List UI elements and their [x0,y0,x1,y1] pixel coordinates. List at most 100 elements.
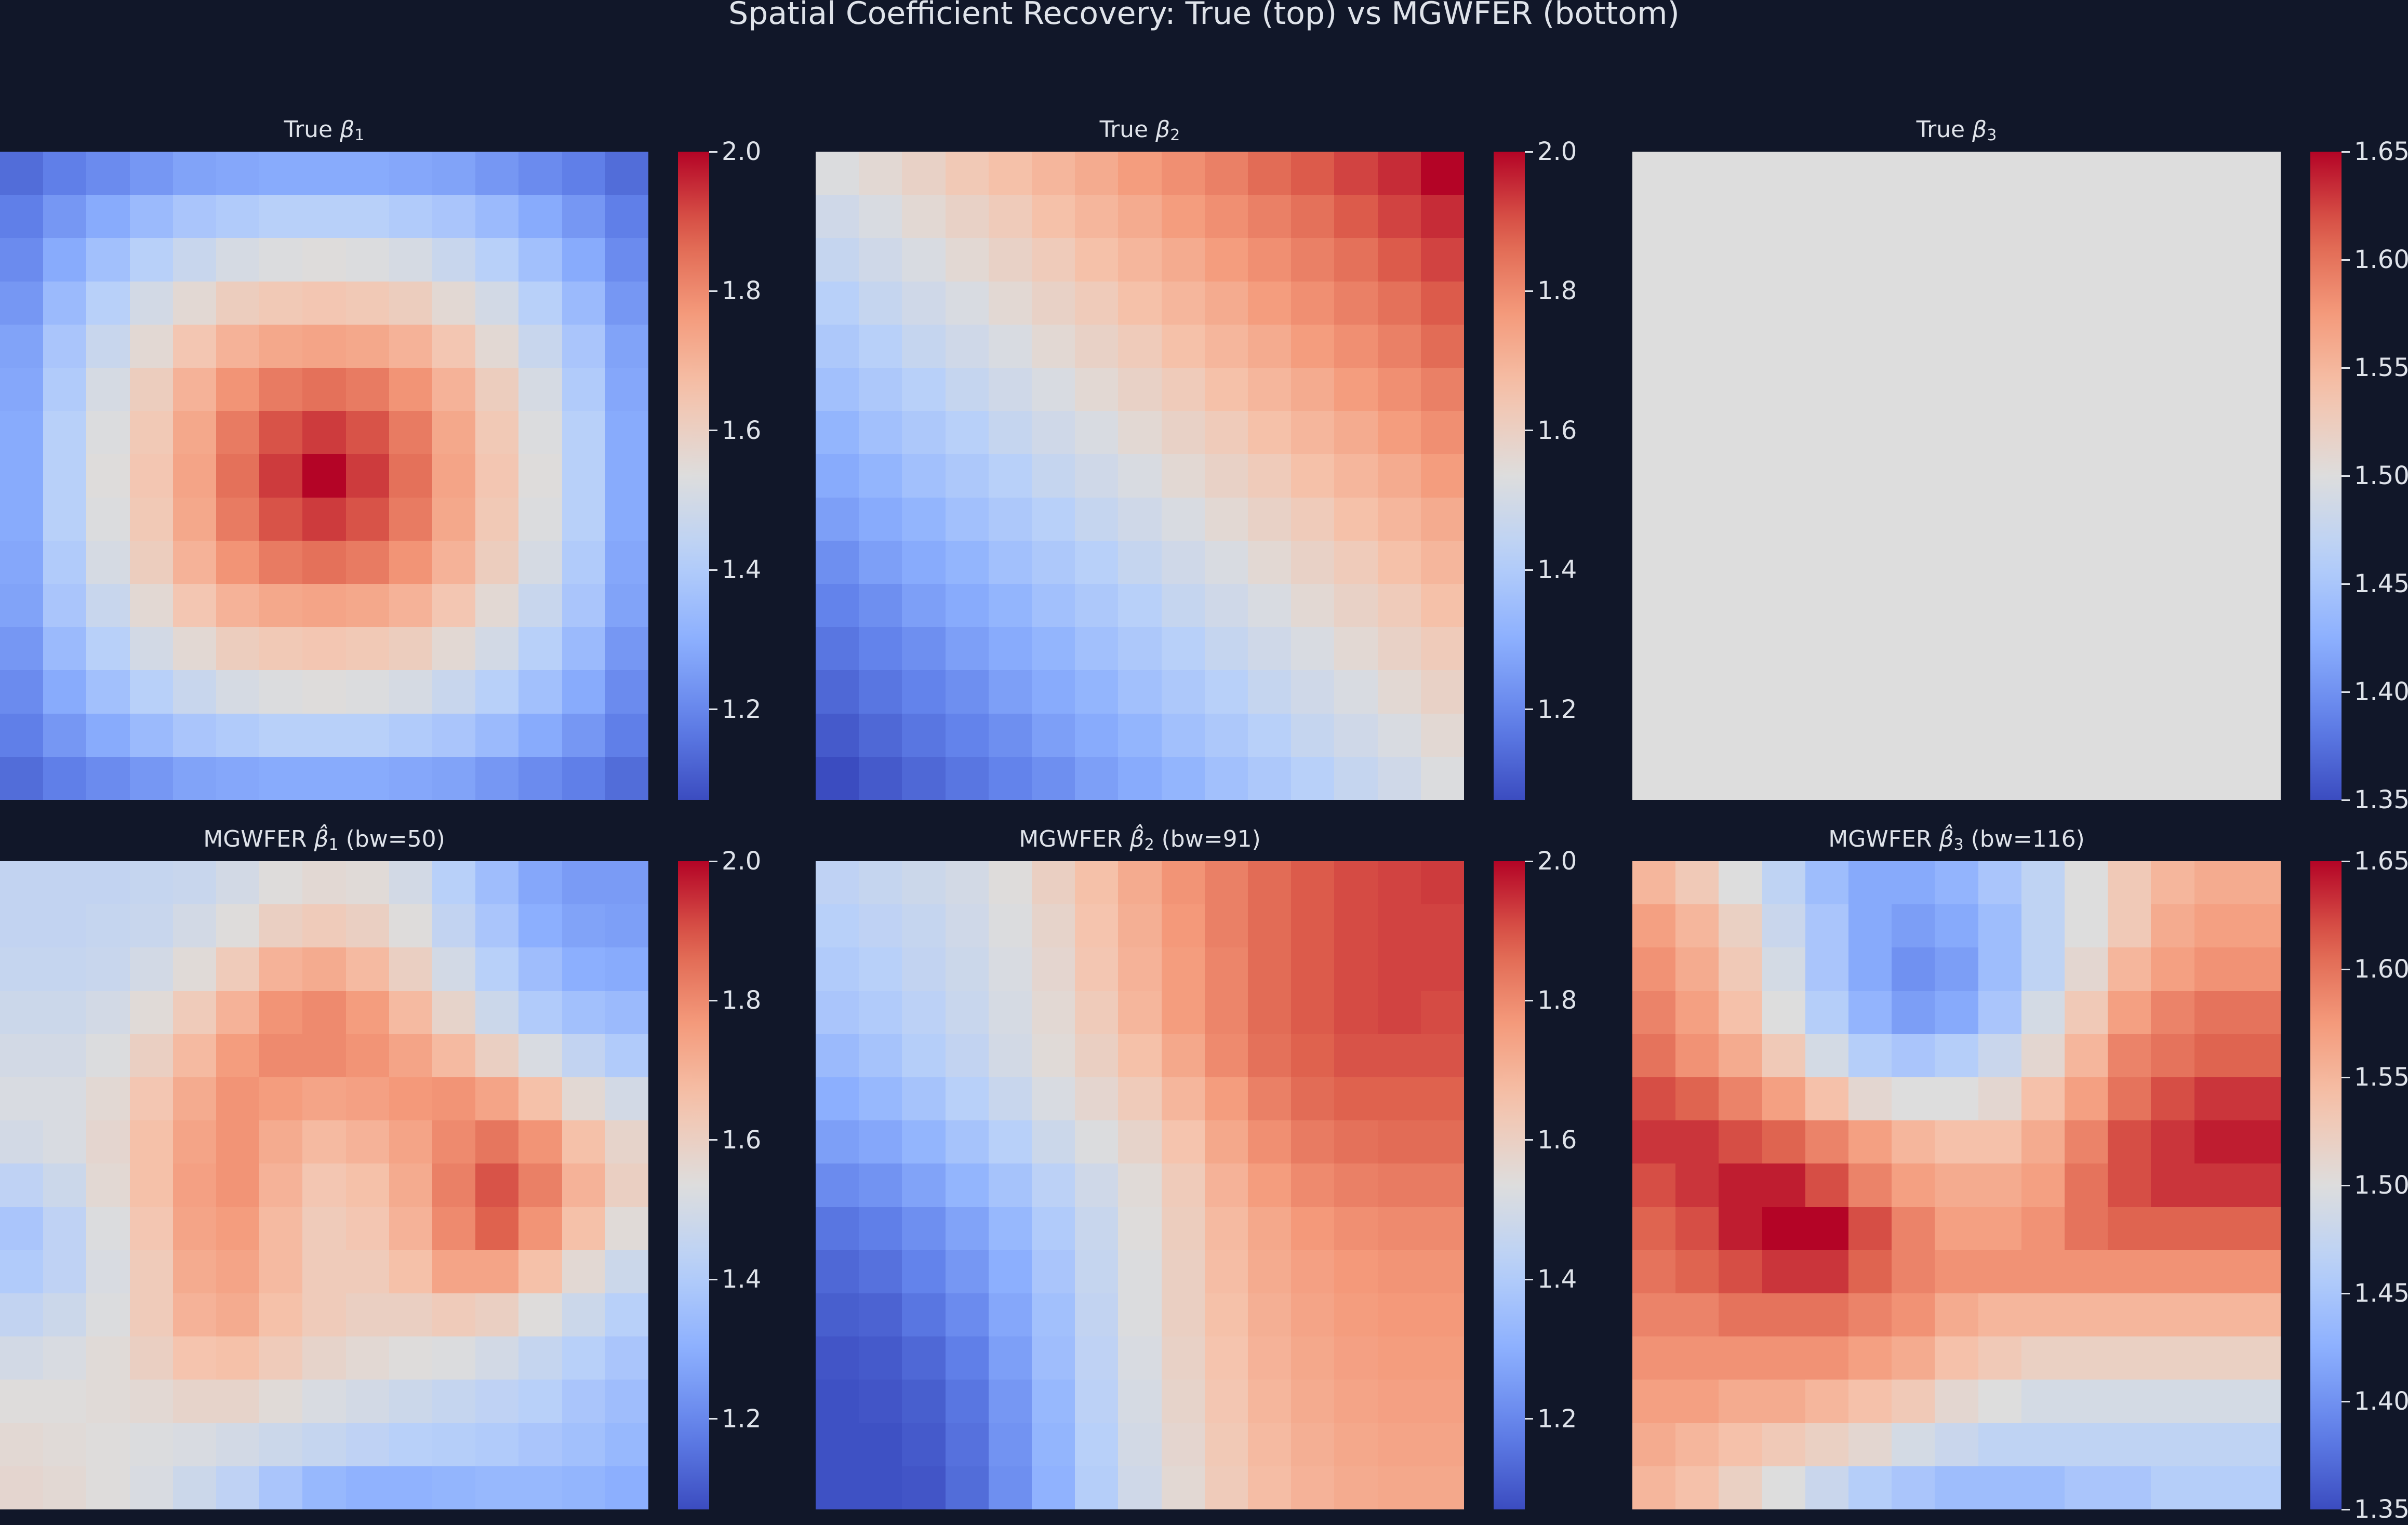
heatmap-cell [1161,1120,1205,1164]
heatmap-cell [86,1120,130,1164]
heatmap-cell [1377,1466,1421,1509]
heatmap-cell [1031,1120,1075,1164]
heatmap-cell [1377,1250,1421,1293]
heatmap-cell [988,583,1032,627]
colorbar-tick-mark [1525,860,1533,862]
heatmap-cell [859,1120,902,1164]
heatmap-cell [1805,324,1848,368]
heatmap-cell [1762,152,1805,195]
heatmap-cell [259,1207,303,1250]
heatmap-cell [1291,324,1335,368]
heatmap-cell [1675,1423,1719,1466]
heatmap-cell [1031,411,1075,454]
heatmap-cell [1420,238,1464,282]
heatmap-cell [1762,1207,1805,1250]
heatmap-cell [1334,540,1378,584]
heatmap-cell [562,1163,605,1207]
heatmap-cell [259,1120,303,1164]
heatmap-cell [1762,238,1805,282]
heatmap-cell [1118,411,1162,454]
heatmap-cell [43,713,87,757]
heatmap-cell [945,583,989,627]
heatmap-cell [1978,152,2021,195]
heatmap-cell [1805,1034,1848,1077]
panel-title-symbol: β [340,116,355,143]
heatmap-cell [1632,756,1676,800]
heatmap-cell [1420,627,1464,671]
heatmap-cell [902,1207,946,1250]
heatmap-cell [1247,454,1292,498]
heatmap-cell [605,454,648,498]
heatmap-cell [1377,454,1421,498]
panel-title-subscript: 3 [1987,126,1997,144]
heatmap-cell [562,1034,605,1077]
heatmap-cell [1204,1207,1248,1250]
heatmap-cell [1334,756,1378,800]
heatmap-cell [302,861,346,905]
heatmap-cell [1935,1466,1978,1509]
heatmap-cell [1848,1034,1892,1077]
heatmap-cell [0,497,44,541]
heatmap-cell [1377,756,1421,800]
heatmap-cell [2064,1466,2108,1509]
heatmap-cell [1334,991,1378,1034]
heatmap-cell [562,497,605,541]
heatmap-cell [1075,1207,1119,1250]
colorbar-tick-mark [709,1278,717,1280]
heatmap-cell [0,367,44,411]
heatmap-cell [475,1207,519,1250]
heatmap-cell [1204,281,1248,325]
heatmap-cell [1420,1423,1464,1466]
heatmap-cell [2194,1077,2238,1121]
heatmap-cell [475,1034,519,1077]
heatmap-cell [1762,1163,1805,1207]
heatmap-cell [432,281,476,325]
heatmap-cell [1978,497,2021,541]
heatmap-cell [2151,991,2194,1034]
heatmap-cell [1935,152,1978,195]
heatmap-cell [1204,756,1248,800]
heatmap-cell [562,1077,605,1121]
heatmap-cell [432,583,476,627]
heatmap-cell [0,1250,44,1293]
heatmap-cell [2021,861,2065,905]
panel-title-text: True [1916,116,1973,143]
heatmap-cell [1805,670,1848,714]
heatmap-cell [345,238,389,282]
heatmap-cell [1848,1293,1892,1337]
heatmap-cell [216,152,260,195]
heatmap-cell [1075,583,1119,627]
heatmap-cell [1291,1163,1335,1207]
heatmap-cell [86,1293,130,1337]
heatmap-cell [2194,904,2238,948]
heatmap-cell [1848,583,1892,627]
heatmap-cell [562,756,605,800]
heatmap-cell [605,713,648,757]
heatmap-cell [43,583,87,627]
heatmap-cell [216,1034,260,1077]
heatmap-cell [1377,497,1421,541]
colorbar-tick-label: 1.4 [1537,555,1577,585]
heatmap-cell [605,756,648,800]
heatmap-cell [475,411,519,454]
heatmap-cell [816,238,859,282]
heatmap-cell [1762,861,1805,905]
heatmap-cell [1075,324,1119,368]
heatmap-cell [2194,1034,2238,1077]
heatmap-cell [1978,1293,2021,1337]
heatmap-cell [1204,238,1248,282]
heatmap-cell [1291,238,1335,282]
heatmap-cell [1892,1336,1935,1380]
heatmap-cell [902,454,946,498]
heatmap-cell [1247,756,1292,800]
heatmap-cell [216,454,260,498]
heatmap-cell [1892,1207,1935,1250]
heatmap-cell [1632,1207,1676,1250]
heatmap-cell [2237,947,2281,991]
heatmap-cell [1334,411,1378,454]
heatmap-cell [1118,367,1162,411]
heatmap-cell [1161,152,1205,195]
heatmap-cell [1420,497,1464,541]
heatmap-cell [1978,1336,2021,1380]
heatmap-cell [2064,1034,2108,1077]
